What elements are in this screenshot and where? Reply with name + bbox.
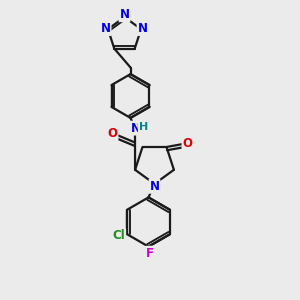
Text: Cl: Cl: [112, 229, 125, 242]
Text: N: N: [119, 8, 130, 21]
Text: F: F: [146, 247, 154, 260]
Text: O: O: [107, 127, 118, 140]
Text: N: N: [131, 122, 141, 135]
Text: N: N: [100, 22, 111, 35]
Text: H: H: [139, 122, 148, 132]
Text: N: N: [149, 180, 160, 193]
Text: O: O: [182, 137, 193, 151]
Text: N: N: [137, 22, 148, 35]
